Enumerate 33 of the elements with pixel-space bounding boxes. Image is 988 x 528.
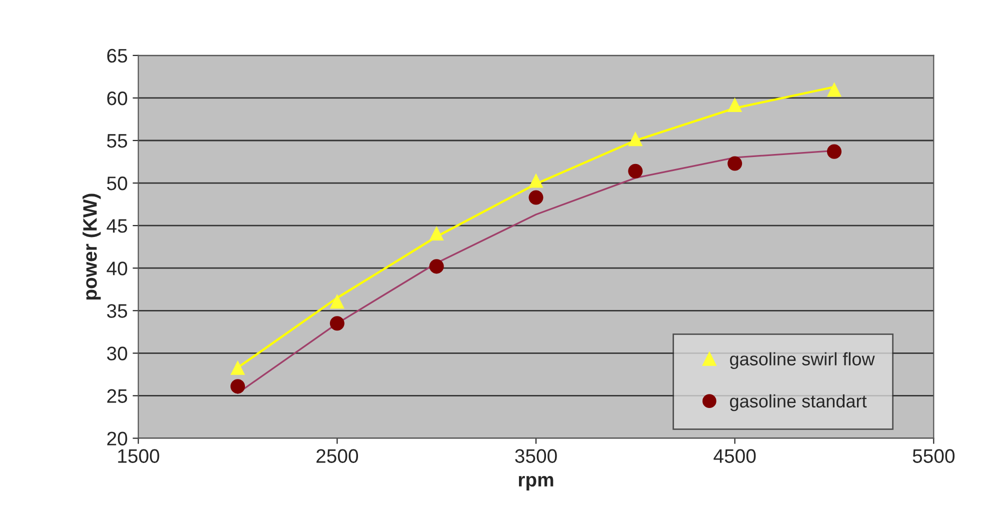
point <box>528 173 544 188</box>
point <box>628 164 643 178</box>
y-tick-label: 25 <box>107 389 128 403</box>
point <box>330 294 344 309</box>
x-axis-title: rpm <box>518 476 554 490</box>
point <box>330 316 344 331</box>
y-tick-label: 45 <box>106 219 128 233</box>
point <box>528 190 544 205</box>
point <box>728 97 742 112</box>
point <box>826 82 842 97</box>
legend-label: gasoline swirl flow <box>730 352 875 370</box>
x-tick-label: 2500 <box>316 449 358 463</box>
y-tick-label: 60 <box>107 91 128 106</box>
point <box>628 132 643 146</box>
legend-label: gasoline standart <box>730 394 867 412</box>
y-tick-label: 50 <box>107 176 128 190</box>
y-tick-label: 55 <box>107 134 128 148</box>
point <box>826 144 842 159</box>
point <box>230 360 246 375</box>
point <box>728 156 742 171</box>
point <box>429 226 444 241</box>
y-tick-label: 30 <box>107 346 128 360</box>
y-tick-label: 65 <box>107 48 128 63</box>
x-tick-label: 4500 <box>714 449 756 463</box>
x-tick-label: 1500 <box>118 449 160 463</box>
y-tick-label: 35 <box>107 304 128 318</box>
y-tick-label: 40 <box>106 262 128 276</box>
y-axis-title: power (KW) <box>82 194 101 300</box>
point <box>429 259 444 274</box>
x-tick-label: 3500 <box>515 449 557 463</box>
point <box>230 379 246 394</box>
x-tick-label: 5500 <box>912 449 955 463</box>
y-tick-label: 20 <box>107 432 128 446</box>
